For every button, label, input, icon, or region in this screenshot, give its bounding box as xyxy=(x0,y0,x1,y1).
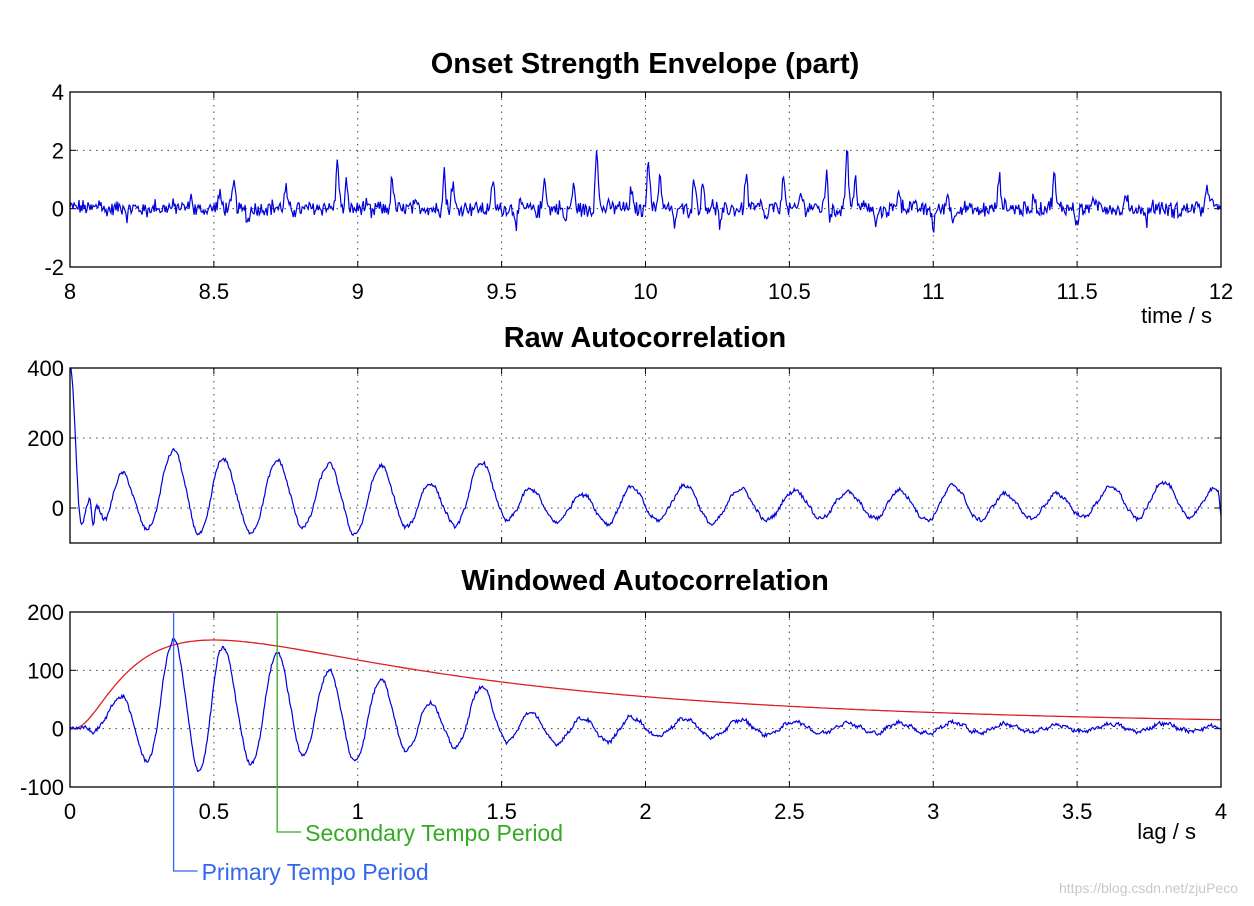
secondary-tempo-period-label: Secondary Tempo Period xyxy=(305,820,563,846)
tempo-period-marker-line xyxy=(172,612,198,872)
windowed-autocorrelation-series xyxy=(69,637,1222,772)
windowed-autocorrelation-axes-frame xyxy=(69,611,1222,788)
x-tick-label: 11 xyxy=(922,279,945,304)
raw-autocorrelation-title: Raw Autocorrelation xyxy=(504,322,787,354)
onset-strength-axes-frame xyxy=(69,91,1222,268)
onset-strength-panel: Onset Strength Envelope (part) 8 8.5 9 9.5 1… xyxy=(44,48,1233,328)
x-tick-label: 3 xyxy=(927,799,939,824)
x-tick-label: 2.5 xyxy=(774,799,805,824)
raw-autocorrelation-series xyxy=(69,367,1222,537)
y-tick-label: -100 xyxy=(20,775,64,800)
watermark-text: https://blog.csdn.net/zjuPeco xyxy=(1059,880,1238,896)
windowed-autocorrelation-title: Windowed Autocorrelation xyxy=(461,565,829,597)
y-tick-label: 200 xyxy=(27,600,64,625)
y-tick-label: 0 xyxy=(52,717,64,742)
x-tick-label: 11.5 xyxy=(1057,279,1098,304)
y-tick-label: 200 xyxy=(27,426,64,451)
onset-strength-xlabel: time / s xyxy=(1141,303,1212,328)
windowed-autocorrelation-panel: Windowed Autocorrelation 0 0.5 1 1.5 2 2.5 3 3.… xyxy=(20,565,1227,885)
y-tick-label: 0 xyxy=(52,496,64,521)
x-tick-label: 2 xyxy=(639,799,651,824)
x-tick-label: 8.5 xyxy=(199,279,230,304)
x-tick-label: 8 xyxy=(64,279,76,304)
y-tick-label: 400 xyxy=(27,356,64,381)
x-tick-label: 9.5 xyxy=(486,279,517,304)
tempo-period-marker-line xyxy=(276,612,302,833)
primary-tempo-period-label: Primary Tempo Period xyxy=(202,859,429,885)
y-tick-label: 2 xyxy=(52,138,64,163)
x-tick-label: 1.5 xyxy=(486,799,517,824)
y-tick-label: 100 xyxy=(27,658,64,683)
onset-strength-title: Onset Strength Envelope (part) xyxy=(431,48,860,80)
raw-autocorrelation-panel: Raw Autocorrelation 0 200 400 xyxy=(27,322,1222,544)
y-tick-label: 0 xyxy=(52,197,64,222)
x-tick-label: 10 xyxy=(633,279,657,304)
y-tick-label: -2 xyxy=(44,255,64,280)
windowed-autocorrelation-xlabel: lag / s xyxy=(1137,819,1196,844)
x-tick-label: 0.5 xyxy=(199,799,230,824)
raw-autocorrelation-axes-frame xyxy=(69,367,1222,544)
x-tick-label: 4 xyxy=(1215,799,1227,824)
y-tick-label: 4 xyxy=(52,80,64,105)
x-tick-label: 10.5 xyxy=(768,279,811,304)
x-tick-label: 1 xyxy=(352,799,364,824)
x-tick-label: 12 xyxy=(1209,279,1233,304)
x-tick-label: 3.5 xyxy=(1062,799,1093,824)
x-tick-label: 0 xyxy=(64,799,76,824)
onset-strength-series xyxy=(69,149,1222,233)
x-tick-label: 9 xyxy=(352,279,364,304)
tempo-window-curve xyxy=(69,639,1221,730)
